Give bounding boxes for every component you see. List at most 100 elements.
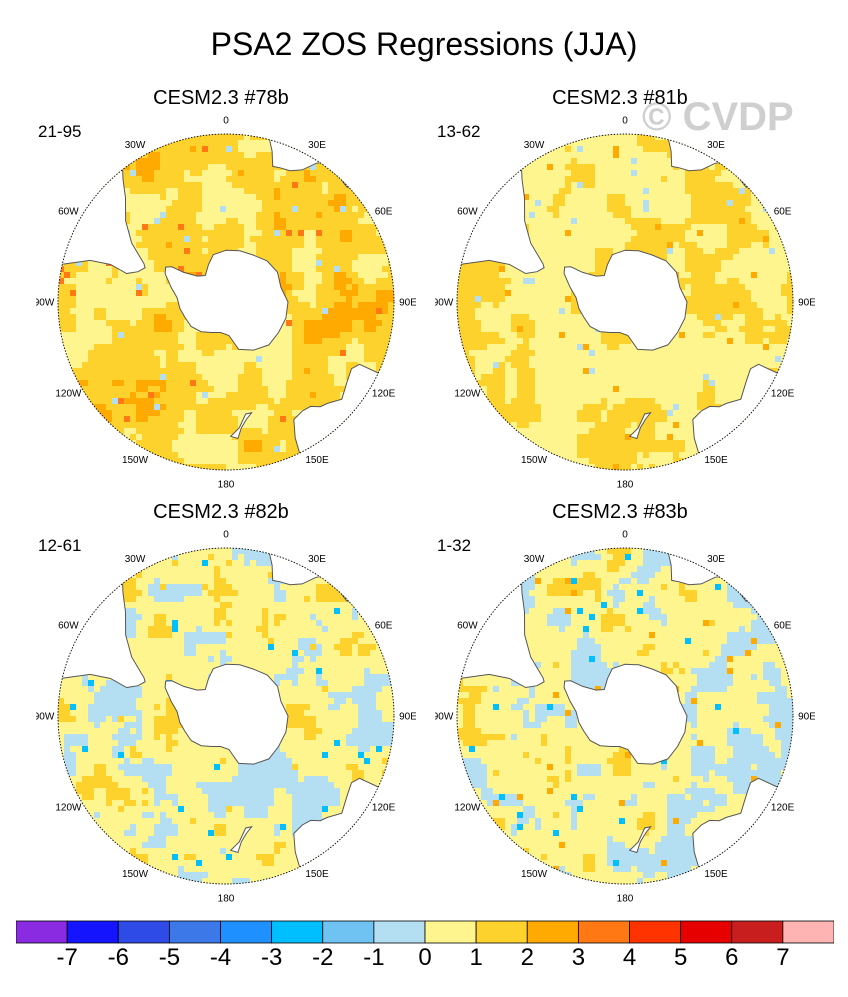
longitude-label: 150W — [521, 455, 548, 466]
longitude-label: 60E — [375, 621, 393, 632]
longitude-label: 120E — [771, 389, 795, 400]
landmass-africa — [667, 548, 742, 586]
colorbar-box — [16, 920, 68, 944]
longitude-label: 90W — [435, 712, 454, 723]
map-border — [57, 547, 395, 885]
longitude-label: 60E — [774, 621, 792, 632]
longitude-label: 150W — [122, 869, 149, 880]
longitude-label: 150E — [305, 455, 329, 466]
longitude-label: 0 — [622, 530, 628, 541]
longitude-label: 90E — [399, 712, 416, 723]
longitude-label: 90W — [36, 712, 55, 723]
panel-years: 21-95 — [38, 122, 82, 141]
longitude-label: 120W — [55, 803, 82, 814]
longitude-label: 60W — [58, 207, 79, 218]
colorbar-tick-label: -1 — [363, 944, 385, 971]
colorbar-box — [680, 920, 733, 944]
map-panel: CESM2.3 #83b 1-32 0 30E 60E 90E 120E 150E 180 150… — [435, 500, 815, 905]
colorbar-box — [782, 920, 834, 944]
map-border — [456, 133, 794, 471]
longitude-label: 120E — [771, 803, 795, 814]
landmass-antarctica — [563, 663, 688, 765]
polar-map: 0 30E 60E 90E 120E 150E 180 150W 120W 90W 60W 30W — [36, 116, 416, 491]
longitude-label: 120W — [454, 389, 481, 400]
watermark: © CVDP — [642, 95, 794, 139]
colorbar-tick-label: -2 — [312, 944, 334, 971]
colorbar-tick-label: 7 — [776, 944, 790, 971]
colorbar-box — [220, 920, 273, 944]
longitude-label: 150W — [122, 455, 149, 466]
colorbar-tick-label: 0 — [418, 944, 432, 971]
longitude-label: 120E — [372, 803, 396, 814]
landmass-new-zealand — [628, 826, 652, 854]
panel-title: CESM2.3 #82b — [153, 501, 289, 523]
panel-years: 13-62 — [437, 122, 481, 141]
longitude-label: 60E — [375, 207, 393, 218]
longitude-label: 0 — [223, 530, 229, 541]
colorbar-box — [117, 920, 170, 944]
longitude-label: 60E — [774, 207, 792, 218]
map-border — [57, 133, 395, 471]
longitude-label: 90E — [399, 298, 416, 309]
longitude-label: 150E — [704, 869, 728, 880]
longitude-label: 90E — [798, 712, 815, 723]
longitude-label: 30E — [707, 554, 725, 565]
longitude-label: 30W — [524, 554, 545, 565]
polar-map: 0 30E 60E 90E 120E 150E 180 150W 120W 90W 60W 30W — [435, 530, 815, 905]
colorbar-tick-label: -7 — [56, 944, 78, 971]
colorbar-tick-label: 2 — [520, 944, 534, 971]
longitude-label: 120E — [372, 389, 396, 400]
colorbar-box — [475, 920, 528, 944]
longitude-label: 60W — [457, 207, 478, 218]
landmass-antarctica — [563, 249, 688, 351]
colorbar-tick-label: 6 — [725, 944, 739, 971]
main-title: PSA2 ZOS Regressions (JJA) — [210, 26, 638, 62]
colorbar-box — [424, 920, 477, 944]
landmass-new-zealand — [229, 412, 253, 440]
landmass-antarctica — [164, 249, 289, 351]
panel-years: 12-61 — [38, 536, 82, 555]
ocean-field — [457, 134, 793, 470]
colorbar — [16, 920, 834, 944]
longitude-label: 30W — [125, 140, 146, 151]
landmass-africa — [268, 134, 343, 172]
colorbar-box — [271, 920, 324, 944]
panel-title: CESM2.3 #81b — [552, 87, 688, 109]
colorbar-tick-label: -3 — [260, 944, 283, 971]
colorbar-box — [322, 920, 375, 944]
map-panel: CESM2.3 #78b 21-95 0 30E 60E 90E 120E 150E 180 15… — [36, 86, 416, 491]
longitude-label: 150W — [521, 869, 548, 880]
longitude-label: 60W — [58, 621, 79, 632]
landmass-new-zealand — [229, 826, 253, 854]
colorbar-box — [731, 920, 784, 944]
colorbar-box — [629, 920, 682, 944]
longitude-label: 60W — [457, 621, 478, 632]
landmass-africa — [667, 134, 742, 172]
longitude-label: 30W — [125, 554, 146, 565]
longitude-label: 30E — [707, 140, 725, 151]
colorbar-tick-label: -5 — [158, 944, 181, 971]
longitude-label: 30E — [308, 140, 326, 151]
map-panel: CESM2.3 #81b 13-62 0 30E 60E 90E 120E 150E 180 15… — [435, 86, 815, 491]
longitude-label: 150E — [305, 869, 329, 880]
colorbar-tick-label: 4 — [622, 944, 637, 971]
colorbar-tick-label: 1 — [469, 944, 483, 971]
landmass-africa — [268, 548, 343, 586]
longitude-label: 180 — [617, 894, 634, 905]
colorbar-tick-label: 5 — [673, 944, 688, 971]
colorbar-box — [577, 920, 630, 944]
longitude-label: 120W — [55, 389, 82, 400]
panel-title: CESM2.3 #83b — [552, 501, 688, 523]
colorbar-box — [373, 920, 426, 944]
map-panel: CESM2.3 #82b 12-61 0 30E 60E 90E 120E 150E 180 15… — [36, 500, 416, 905]
polar-map: 0 30E 60E 90E 120E 150E 180 150W 120W 90W 60W 30W — [36, 530, 416, 905]
colorbar-box — [168, 920, 221, 944]
longitude-label: 180 — [617, 480, 634, 491]
colorbar-tick-label: 3 — [571, 944, 586, 971]
longitude-label: 180 — [218, 480, 235, 491]
longitude-label: 90W — [36, 298, 55, 309]
colorbar-tick-label: -6 — [107, 944, 129, 971]
panel-years: 1-32 — [437, 536, 472, 555]
longitude-label: 120W — [454, 803, 481, 814]
landmass-new-zealand — [628, 412, 652, 440]
